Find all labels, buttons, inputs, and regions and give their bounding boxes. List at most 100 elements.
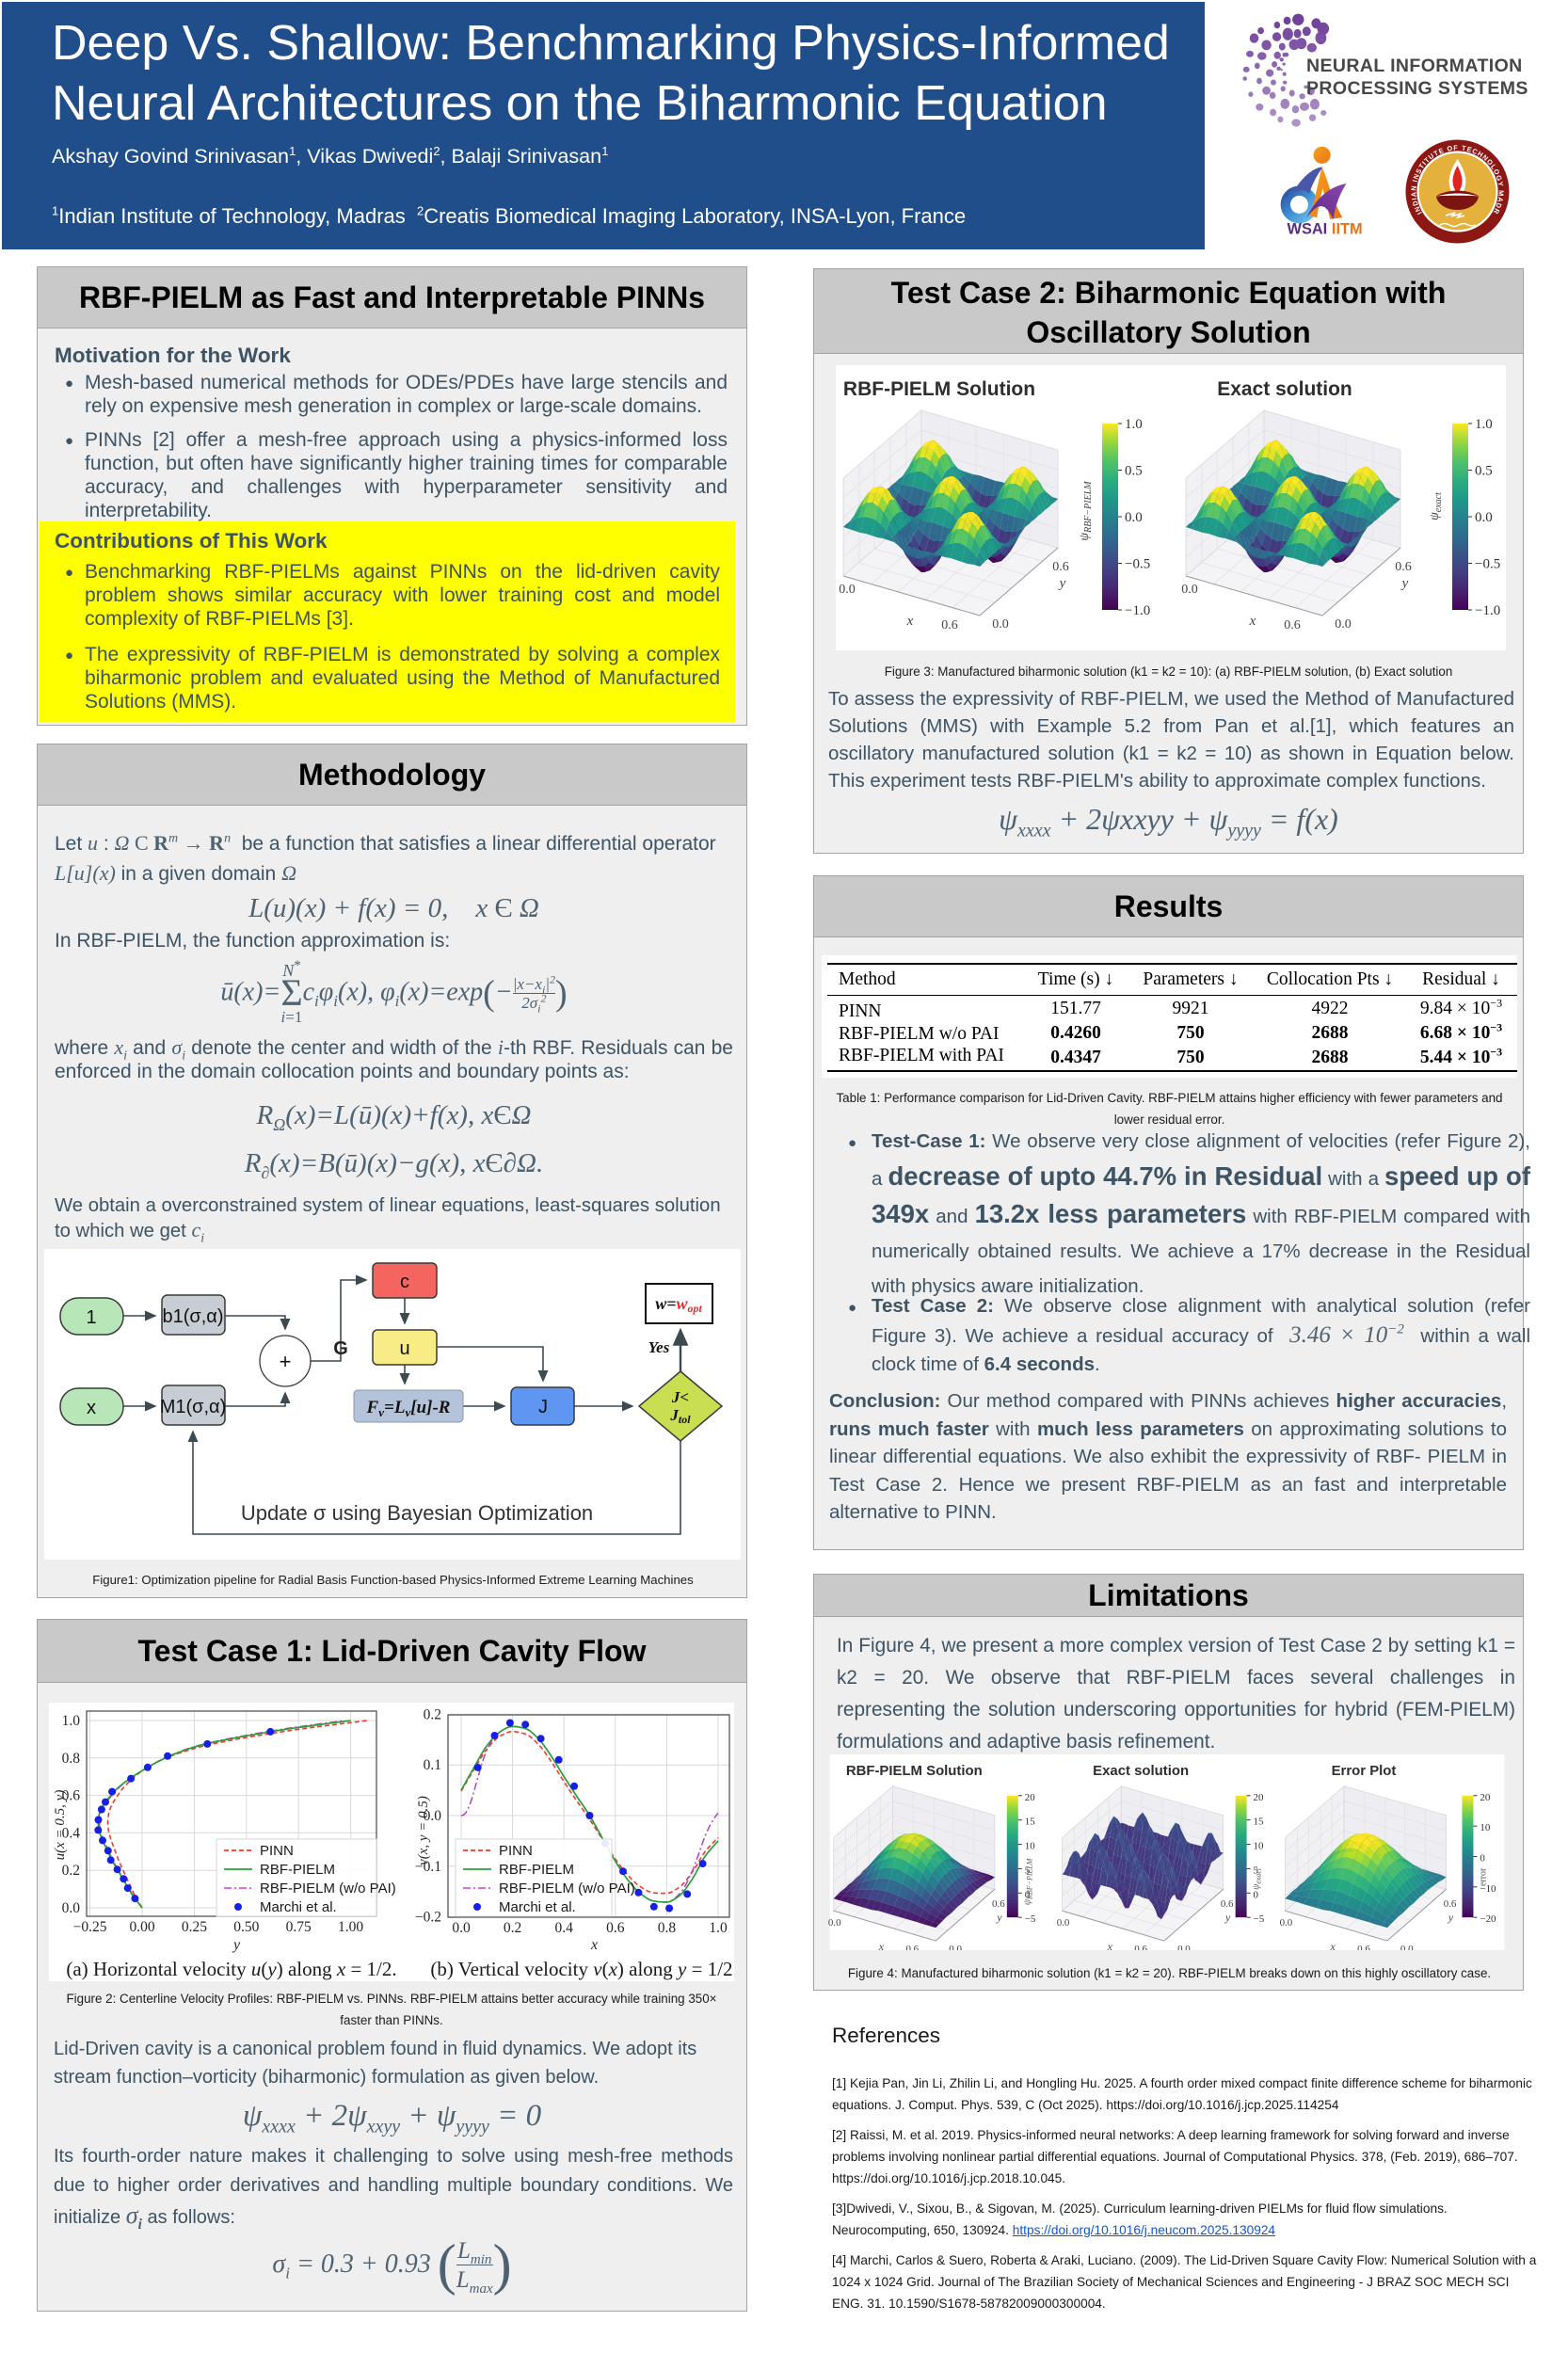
svg-text:IITM: IITM (1332, 220, 1363, 237)
svg-text:0.6: 0.6 (1284, 618, 1301, 632)
svg-text:0.0: 0.0 (1335, 617, 1352, 632)
svg-text:10: 10 (1025, 1841, 1035, 1852)
svg-text:0.6: 0.6 (905, 1944, 919, 1950)
svg-text:0.0: 0.0 (839, 583, 856, 597)
svg-text:0.0: 0.0 (1177, 1944, 1191, 1950)
svg-text:0.6: 0.6 (606, 1920, 625, 1936)
svg-text:0.6: 0.6 (1357, 1944, 1370, 1950)
svg-text:error: error (1478, 1867, 1488, 1886)
svg-text:ψexact: ψexact (1252, 1867, 1263, 1890)
svg-text:0.6: 0.6 (1395, 560, 1412, 574)
svg-text:−0.5: −0.5 (1125, 557, 1150, 572)
svg-text:Error Plot: Error Plot (1332, 1763, 1397, 1779)
svg-text:0.4: 0.4 (62, 1825, 81, 1841)
svg-text:PROCESSING SYSTEMS: PROCESSING SYSTEMS (1306, 78, 1528, 99)
svg-text:x: x (906, 614, 914, 629)
svg-text:c: c (400, 1272, 409, 1292)
svg-text:y: y (1058, 576, 1066, 591)
svg-text:0.75: 0.75 (286, 1919, 312, 1935)
svg-text:y: y (232, 1937, 241, 1953)
svg-text:J: J (538, 1397, 548, 1417)
svg-text:0.2: 0.2 (424, 1706, 441, 1722)
svg-text:1.0: 1.0 (1125, 417, 1143, 432)
svg-text:J<: J< (671, 1388, 689, 1406)
svg-text:RBF-PIELM Solution: RBF-PIELM Solution (843, 378, 1035, 400)
svg-text:x: x (1249, 614, 1256, 629)
svg-text:0.6: 0.6 (992, 1898, 1005, 1910)
svg-text:10: 10 (1480, 1822, 1490, 1833)
svg-text:15: 15 (1025, 1817, 1035, 1828)
svg-text:15: 15 (1254, 1817, 1264, 1828)
svg-text:PINN: PINN (499, 1843, 533, 1859)
svg-text:0.4: 0.4 (555, 1920, 574, 1936)
svg-text:RBF-PIELM (w/o PAI): RBF-PIELM (w/o PAI) (260, 1881, 396, 1897)
svg-text:0.00: 0.00 (129, 1919, 154, 1935)
svg-text:RBF-PIELM: RBF-PIELM (499, 1862, 574, 1878)
svg-text:0.0: 0.0 (452, 1920, 471, 1936)
svg-text:x: x (87, 1398, 96, 1418)
svg-text:y: y (1400, 576, 1409, 591)
svg-text:−20: −20 (1480, 1913, 1496, 1925)
svg-text:PINN: PINN (260, 1843, 294, 1859)
svg-text:0.0: 0.0 (828, 1917, 841, 1929)
svg-text:0.8: 0.8 (62, 1751, 81, 1767)
svg-text:Exact solution: Exact solution (1217, 378, 1352, 400)
svg-text:0.5: 0.5 (1125, 464, 1143, 479)
svg-text:Marchi et al.: Marchi et al. (499, 1899, 576, 1915)
svg-text:Exact solution: Exact solution (1093, 1763, 1189, 1779)
svg-text:0.0: 0.0 (1400, 1944, 1414, 1950)
svg-text:y: y (1224, 1911, 1231, 1924)
svg-text:y: y (996, 1911, 1002, 1924)
svg-text:0.0: 0.0 (1475, 510, 1493, 525)
svg-text:20: 20 (1025, 1792, 1035, 1803)
svg-text:0.50: 0.50 (233, 1919, 259, 1935)
svg-text:0.8: 0.8 (658, 1920, 677, 1936)
svg-text:0.0: 0.0 (1181, 583, 1198, 597)
svg-text:y: y (1448, 1911, 1454, 1924)
svg-text:u(x = 0.5, y): u(x = 0.5, y) (53, 1790, 68, 1861)
svg-text:G: G (333, 1338, 348, 1359)
svg-text:0: 0 (1254, 1889, 1259, 1900)
svg-text:0.2: 0.2 (62, 1863, 80, 1879)
svg-text:−10: −10 (1480, 1883, 1496, 1895)
svg-text:(b) Vertical velocity v(x) alo: (b) Vertical velocity v(x) along y = 1/2 (430, 1958, 732, 1980)
svg-text:Yes: Yes (648, 1338, 670, 1356)
svg-text:NEURAL INFORMATION: NEURAL INFORMATION (1306, 56, 1523, 76)
svg-text:0: 0 (1025, 1889, 1031, 1900)
svg-text:0.6: 0.6 (941, 618, 958, 632)
svg-text:Fν=Lν[u]-R: Fν=Lν[u]-R (366, 1398, 451, 1419)
svg-text:x: x (878, 1940, 885, 1950)
svg-text:RBF-PIELM: RBF-PIELM (260, 1862, 335, 1878)
svg-text:20: 20 (1480, 1792, 1490, 1803)
svg-text:−0.2: −0.2 (415, 1910, 441, 1926)
svg-text:0.0: 0.0 (1125, 510, 1143, 525)
svg-text:x: x (590, 1937, 598, 1953)
svg-text:u: u (399, 1338, 409, 1359)
svg-text:0.1: 0.1 (424, 1757, 441, 1773)
svg-text:0.0: 0.0 (424, 1808, 442, 1824)
svg-text:5: 5 (1254, 1865, 1259, 1876)
svg-text:0.0: 0.0 (62, 1900, 81, 1916)
svg-text:5: 5 (1025, 1865, 1031, 1876)
svg-text:0.0: 0.0 (1280, 1917, 1293, 1929)
svg-text:x: x (1329, 1940, 1336, 1950)
svg-text:0.6: 0.6 (62, 1788, 81, 1804)
svg-text:−0.25: −0.25 (73, 1919, 107, 1935)
svg-text:−0.5: −0.5 (1475, 557, 1500, 572)
svg-text:−5: −5 (1254, 1913, 1265, 1925)
svg-text:0: 0 (1480, 1852, 1485, 1864)
svg-text:−0.1: −0.1 (415, 1859, 441, 1875)
svg-text:0.2: 0.2 (504, 1920, 521, 1936)
svg-text:0.0: 0.0 (949, 1944, 962, 1950)
svg-text:0.25: 0.25 (182, 1919, 207, 1935)
svg-text:v(x, y = 0.5): v(x, y = 0.5) (416, 1796, 431, 1865)
svg-text:10: 10 (1254, 1841, 1264, 1852)
svg-text:ψRBF−PIELM: ψRBF−PIELM (1023, 1858, 1034, 1905)
svg-text:1: 1 (86, 1307, 96, 1328)
svg-text:1.0: 1.0 (62, 1713, 81, 1729)
svg-text:0.5: 0.5 (1475, 464, 1493, 479)
svg-text:0.0: 0.0 (992, 617, 1009, 632)
svg-text:−1.0: −1.0 (1125, 603, 1150, 618)
svg-text:0.6: 0.6 (1052, 560, 1069, 574)
svg-text:1.0: 1.0 (709, 1920, 728, 1936)
